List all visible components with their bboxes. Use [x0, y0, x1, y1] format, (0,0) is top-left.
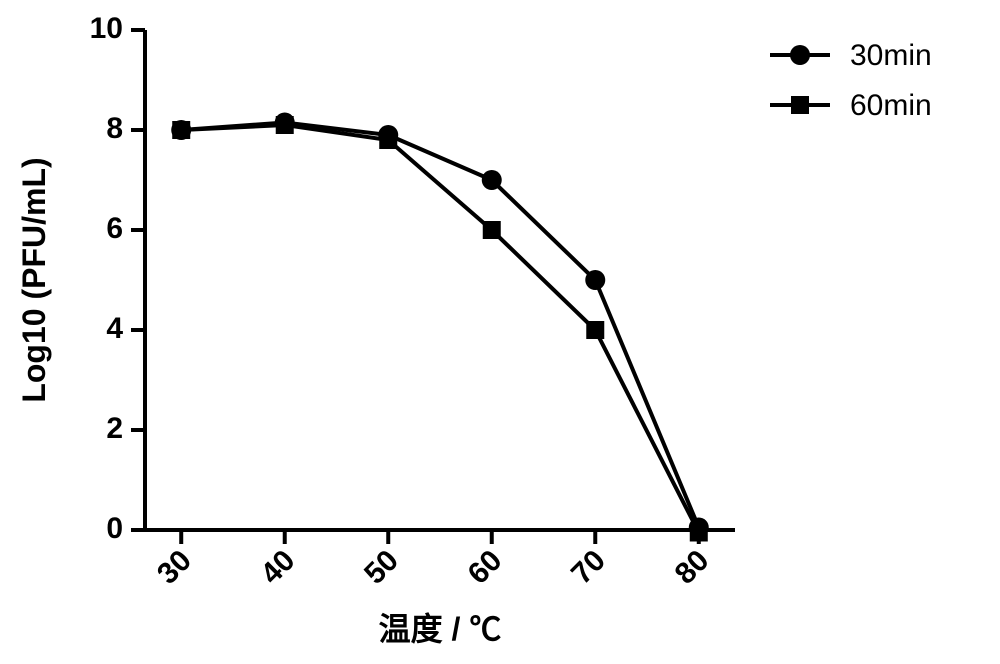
- x-tick-label: 70: [565, 544, 612, 591]
- marker-square: [172, 121, 190, 139]
- marker-square: [690, 524, 708, 542]
- marker-circle: [585, 270, 605, 290]
- y-tick-label: 8: [106, 112, 123, 145]
- marker-circle: [482, 170, 502, 190]
- y-axis-label: Log10 (PFU/mL): [16, 157, 52, 402]
- x-tick-label: 80: [669, 544, 716, 591]
- legend-label: 30min: [850, 39, 932, 72]
- y-tick-label: 10: [90, 12, 123, 45]
- x-tick-label: 40: [255, 544, 302, 591]
- marker-square: [586, 321, 604, 339]
- marker-square: [379, 131, 397, 149]
- chart-container: 0 2 4 6 8 10 30 40 50 60 70 80 Log10 (PFU/mL) 温度 / ℃ 3…: [0, 0, 1000, 664]
- legend-marker-circle: [790, 45, 810, 65]
- x-tick-label: 50: [358, 544, 405, 591]
- marker-square: [276, 116, 294, 134]
- x-axis-label: 温度 / ℃: [379, 611, 502, 647]
- y-tick-label: 0: [106, 512, 123, 545]
- legend-label: 60min: [850, 89, 932, 122]
- x-tick-label: 30: [151, 544, 198, 591]
- line-chart: 0 2 4 6 8 10 30 40 50 60 70 80 Log10 (PFU/mL) 温度 / ℃ 3…: [0, 0, 1000, 664]
- y-tick-label: 2: [106, 412, 123, 445]
- y-tick-label: 6: [106, 212, 123, 245]
- series-line-60min: [181, 125, 699, 533]
- legend-marker-square: [791, 96, 809, 114]
- y-tick-label: 4: [106, 312, 123, 345]
- x-tick-label: 60: [462, 544, 509, 591]
- marker-square: [483, 221, 501, 239]
